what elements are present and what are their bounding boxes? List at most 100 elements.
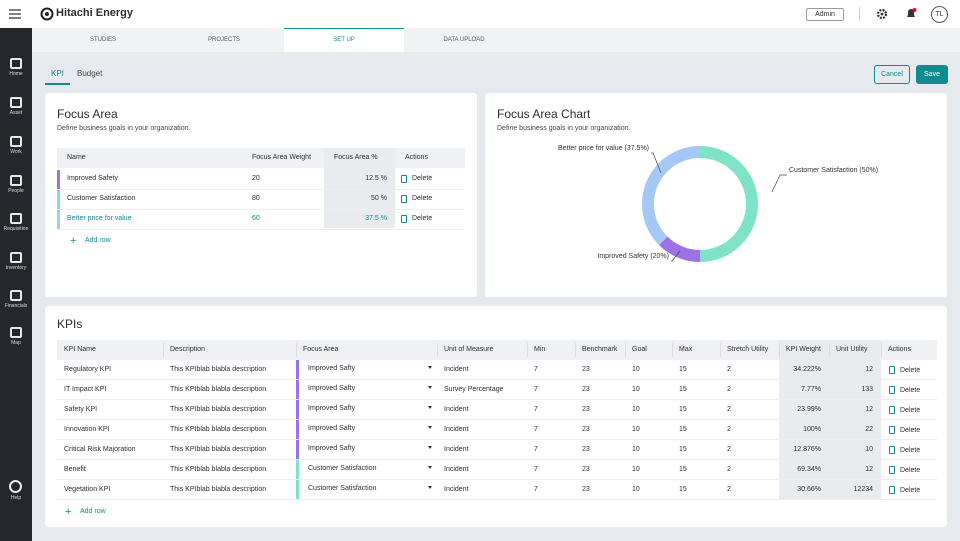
table-cell: 2	[727, 466, 731, 473]
delete-icon[interactable]	[401, 215, 407, 223]
dropdown[interactable]: Customer Satisfaction	[308, 465, 377, 472]
add-row-button[interactable]: Add row	[85, 237, 111, 244]
add-row-button[interactable]: Add row	[80, 508, 106, 515]
table-cell: This KPIblab blabla description	[170, 486, 267, 493]
donut-segment	[658, 236, 700, 262]
tab[interactable]: SET UP	[333, 37, 355, 43]
table-cell: Improved Safety	[67, 175, 118, 182]
settings-icon[interactable]	[876, 8, 888, 20]
delete-icon[interactable]	[889, 406, 895, 414]
nav-label[interactable]: Inventory	[5, 265, 27, 271]
nav-label[interactable]: People	[8, 188, 24, 194]
table-cell: 60	[252, 215, 260, 222]
table-cell: 15	[679, 386, 687, 393]
user-avatar[interactable]: TL	[931, 6, 948, 23]
dropdown-caret[interactable]	[428, 446, 432, 449]
nav-label[interactable]: Home	[9, 71, 23, 77]
table-cell: 30.66%	[797, 486, 821, 493]
delete-icon[interactable]	[889, 426, 895, 434]
dropdown[interactable]: Improved Safty	[308, 385, 356, 392]
table-cell: 15	[679, 466, 687, 473]
table-cell: 7	[534, 446, 538, 453]
subtab[interactable]: KPI	[51, 69, 64, 78]
table-cell: 34.222%	[793, 366, 821, 373]
add-icon[interactable]: +	[70, 235, 77, 247]
delete-button[interactable]: Delete	[412, 175, 433, 182]
nav-icon[interactable]	[10, 175, 22, 186]
donut-chart: Customer Satisfaction (50%) Improved Safe…	[558, 145, 878, 262]
tab-bar	[32, 28, 960, 52]
dropdown[interactable]: Improved Safty	[308, 365, 356, 372]
nav-icon[interactable]	[10, 136, 22, 147]
nav-label[interactable]: Work	[10, 149, 22, 155]
dropdown-caret[interactable]	[428, 366, 432, 369]
table-cell: 12	[865, 466, 873, 473]
help-icon[interactable]	[9, 480, 22, 493]
nav-label[interactable]: Map	[11, 340, 21, 346]
dropdown[interactable]: Improved Safty	[308, 445, 356, 452]
notification-icon[interactable]	[905, 7, 917, 20]
dropdown-caret[interactable]	[428, 386, 432, 389]
slice-label: Better price for value (37.5%)	[558, 145, 649, 152]
dropdown[interactable]: Customer Satisfaction	[308, 485, 377, 492]
table-cell: 2	[727, 386, 731, 393]
delete-icon[interactable]	[889, 466, 895, 474]
subtab[interactable]: Budget	[77, 69, 103, 78]
nav-icon[interactable]	[10, 252, 22, 263]
dropdown-caret[interactable]	[428, 466, 432, 469]
nav-icon[interactable]	[10, 290, 22, 301]
delete-button[interactable]: Delete	[900, 367, 921, 374]
nav-icon[interactable]	[10, 58, 22, 69]
add-icon[interactable]: +	[65, 506, 72, 518]
nav-icon[interactable]	[10, 213, 22, 224]
menu-icon[interactable]	[8, 8, 22, 20]
row-divider	[57, 439, 937, 440]
tab[interactable]: PROJECTS	[207, 37, 240, 43]
table-cell: Safety KPI	[64, 406, 98, 413]
delete-icon[interactable]	[401, 175, 407, 183]
delete-button[interactable]: Delete	[900, 427, 921, 434]
delete-button[interactable]: Delete	[900, 487, 921, 494]
table-cell: 10	[632, 406, 640, 413]
delete-button[interactable]: Delete	[900, 447, 921, 454]
table-cell: 50 %	[371, 195, 387, 202]
table-cell: 15	[679, 486, 687, 493]
delete-button[interactable]: Delete	[412, 195, 433, 202]
dropdown[interactable]: Improved Safty	[308, 425, 356, 432]
table-cell: 12.876%	[793, 446, 821, 453]
table-cell: This KPIblab blabla description	[170, 446, 267, 453]
cancel-button[interactable]: Cancel	[874, 65, 910, 84]
nav-label[interactable]: Asset	[9, 110, 23, 116]
leader-line	[651, 152, 662, 174]
subtab-underline	[45, 83, 70, 85]
delete-icon[interactable]	[889, 366, 895, 374]
save-button[interactable]: Save	[916, 65, 948, 84]
delete-icon[interactable]	[889, 446, 895, 454]
tab[interactable]: DATA UPLOAD	[443, 37, 485, 43]
delete-button[interactable]: Delete	[900, 407, 921, 414]
nav-icon[interactable]	[10, 97, 22, 108]
dropdown[interactable]: Improved Safty	[308, 405, 356, 412]
delete-button[interactable]: Delete	[412, 215, 433, 222]
delete-button[interactable]: Delete	[900, 387, 921, 394]
dropdown-caret[interactable]	[428, 426, 432, 429]
nav-label[interactable]: Requisition	[3, 226, 29, 232]
brand-logo	[40, 7, 54, 21]
nav-label[interactable]: Financials	[4, 303, 28, 309]
table-cell: 133	[861, 386, 873, 393]
delete-button[interactable]: Delete	[900, 467, 921, 474]
tab[interactable]: STUDIES	[89, 37, 116, 43]
nav-icon[interactable]	[10, 327, 22, 338]
dropdown-caret[interactable]	[428, 406, 432, 409]
donut-segment	[642, 146, 700, 246]
table-cell: 23	[582, 406, 590, 413]
brand-name: Hitachi Energy	[56, 7, 134, 19]
delete-icon[interactable]	[401, 195, 407, 203]
nav-label[interactable]: Help	[10, 495, 22, 501]
table-cell: 7	[534, 486, 538, 493]
delete-icon[interactable]	[889, 486, 895, 494]
role-badge[interactable]: Admin	[806, 8, 844, 21]
delete-icon[interactable]	[889, 386, 895, 394]
dropdown-caret[interactable]	[428, 486, 432, 489]
